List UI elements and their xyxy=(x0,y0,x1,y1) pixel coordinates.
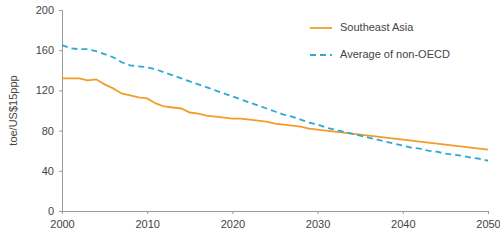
tick: 160 xyxy=(36,44,62,56)
tick-label: 2020 xyxy=(221,218,245,230)
tick-label: 200 xyxy=(36,4,54,16)
axis-line xyxy=(63,212,489,215)
tick-label: 2000 xyxy=(50,218,74,230)
tick-label: 2040 xyxy=(391,218,415,230)
tick: 2020 xyxy=(221,211,245,230)
y-axis-title: toe/US$15ppp xyxy=(7,75,19,145)
tick-label: 80 xyxy=(42,125,54,137)
tick-label: 0 xyxy=(48,205,54,217)
tick-mark xyxy=(318,211,319,214)
series-line xyxy=(62,78,488,149)
tick-mark xyxy=(59,171,62,172)
tick-label: 120 xyxy=(36,84,54,96)
tick-mark xyxy=(403,211,404,214)
plot: 2000 2010 2020 2030 2040 2050 0 40 80 120 160 200 So… xyxy=(36,4,500,230)
tick-label: 2030 xyxy=(306,218,330,230)
tick-mark xyxy=(59,10,62,11)
y-axis: 0 40 80 120 160 200 xyxy=(36,4,63,217)
tick-label: 160 xyxy=(36,44,54,56)
tick: 0 xyxy=(48,205,62,217)
tick: 2030 xyxy=(306,211,330,230)
tick: 120 xyxy=(36,84,62,96)
tick-mark xyxy=(59,131,62,132)
tick-label: 2010 xyxy=(135,218,159,230)
tick-mark xyxy=(59,50,62,51)
series-line xyxy=(62,45,488,161)
tick: 80 xyxy=(42,125,62,137)
tick: 40 xyxy=(42,165,62,177)
tick-label: 2050 xyxy=(476,218,500,230)
tick: 200 xyxy=(36,4,62,16)
series-group xyxy=(62,45,488,161)
legend-swatch xyxy=(310,27,332,29)
tick-label: 40 xyxy=(42,165,54,177)
chart: 2000 2010 2020 2030 2040 2050 0 40 80 120 160 200 So… xyxy=(0,0,500,240)
tick-mark xyxy=(59,211,62,212)
tick: 2050 xyxy=(476,211,500,230)
tick-mark xyxy=(59,90,62,91)
legend-swatch xyxy=(310,54,332,56)
tick-mark xyxy=(488,211,489,214)
legend: Southeast Asia Average of non-OECD xyxy=(310,21,450,60)
legend-label: Average of non-OECD xyxy=(340,48,450,60)
tick-mark xyxy=(147,211,148,214)
tick-mark xyxy=(232,211,233,214)
x-axis: 2000 2010 2020 2030 2040 2050 xyxy=(50,211,500,230)
legend-label: Southeast Asia xyxy=(340,21,414,33)
axis-line xyxy=(59,11,63,212)
tick: 2040 xyxy=(391,211,415,230)
tick: 2010 xyxy=(135,211,159,230)
